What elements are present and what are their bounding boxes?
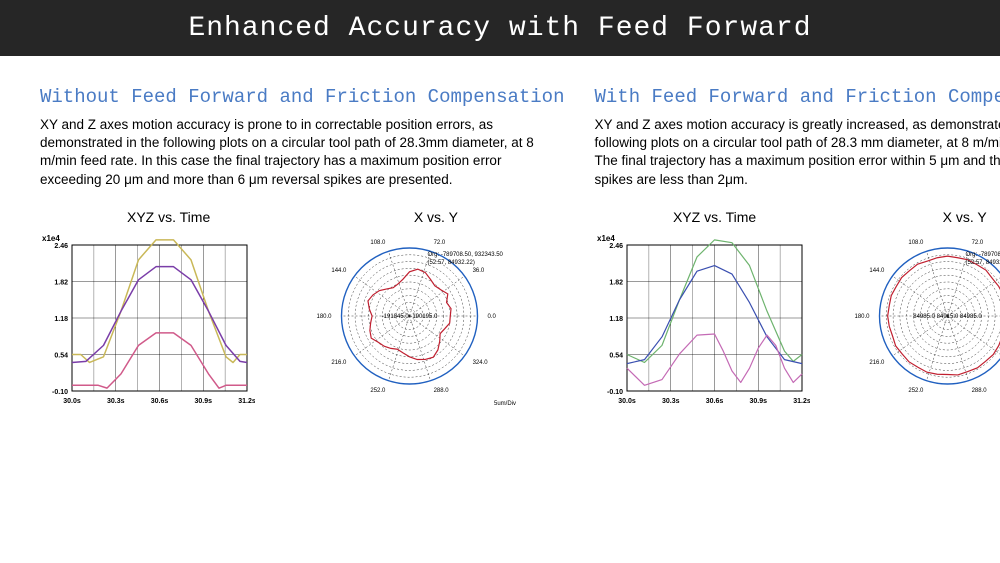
svg-text:Org: -789708.50, 932343.50: Org: -789708.50, 932343.50 <box>428 252 504 258</box>
left-title: Without Feed Forward and Friction Compen… <box>40 86 565 108</box>
left-column: Without Feed Forward and Friction Compen… <box>40 86 565 411</box>
left-charts: XYZ vs. Time x1e4 30.0s 30.3s 30.6s 30.9s 31.… <box>40 209 565 411</box>
svg-text:144.0: 144.0 <box>332 268 348 274</box>
svg-text:31.2s: 31.2s <box>793 398 810 405</box>
right-polar-chart: 36.072.0108.0144.0180.0216.0252.0288.032… <box>845 231 1000 411</box>
svg-text:30.3s: 30.3s <box>661 398 679 405</box>
svg-text:216.0: 216.0 <box>332 360 348 366</box>
svg-text:2.46: 2.46 <box>609 243 623 250</box>
svg-text:31.2s: 31.2s <box>238 398 255 405</box>
svg-text:30.0s: 30.0s <box>618 398 636 405</box>
svg-text:1.18: 1.18 <box>54 316 68 323</box>
svg-text:0.54: 0.54 <box>609 352 623 359</box>
svg-text:30.3s: 30.3s <box>107 398 125 405</box>
left-time-chart-title: XYZ vs. Time <box>40 209 297 225</box>
svg-text:252.0: 252.0 <box>908 388 924 394</box>
svg-text:108.0: 108.0 <box>371 240 387 246</box>
svg-text:72.0: 72.0 <box>971 240 983 246</box>
svg-text:324.0: 324.0 <box>473 360 489 366</box>
right-time-chart-block: XYZ vs. Time x1e4 30.0s 30.3s 30.6s 30.9s 31.… <box>595 209 835 411</box>
content-area: Without Feed Forward and Friction Compen… <box>0 56 1000 411</box>
svg-text:108.0: 108.0 <box>908 240 924 246</box>
svg-text:1.82: 1.82 <box>54 279 68 286</box>
svg-text:30.9s: 30.9s <box>194 398 212 405</box>
left-body: XY and Z axes motion accuracy is prone t… <box>40 116 565 189</box>
svg-text:288.0: 288.0 <box>971 388 987 394</box>
svg-text:144.0: 144.0 <box>869 268 885 274</box>
svg-text:0.0: 0.0 <box>488 314 497 320</box>
right-body: XY and Z axes motion accuracy is greatly… <box>595 116 1000 189</box>
svg-text:30.6s: 30.6s <box>705 398 723 405</box>
svg-text:1.82: 1.82 <box>609 279 623 286</box>
svg-text:2.46: 2.46 <box>54 243 68 250</box>
right-column: With Feed Forward and Friction Compensat… <box>595 86 1000 411</box>
right-charts: XYZ vs. Time x1e4 30.0s 30.3s 30.6s 30.9s 31.… <box>595 209 1000 411</box>
left-time-chart: x1e4 30.0s 30.3s 30.6s 30.9s 31.2s -0.10 0.54 1.… <box>40 231 297 411</box>
svg-text:x1e4: x1e4 <box>42 234 60 243</box>
svg-text:36.0: 36.0 <box>473 268 485 274</box>
svg-text:180.0: 180.0 <box>317 314 333 320</box>
left-polar-chart-block: X vs. Y 36.0 72.0 108.0 144.0 180.0 216.0 252.… <box>307 209 564 411</box>
right-title: With Feed Forward and Friction Compensat… <box>595 86 1000 108</box>
svg-text:252.0: 252.0 <box>371 388 387 394</box>
svg-text:30.0s: 30.0s <box>63 398 81 405</box>
svg-text:-0.10: -0.10 <box>607 389 623 396</box>
svg-text:(52.57, 84932.22): (52.57, 84932.22) <box>428 260 475 266</box>
svg-text:30.6s: 30.6s <box>151 398 169 405</box>
svg-text:216.0: 216.0 <box>869 360 885 366</box>
right-polar-chart-block: X vs. Y 36.072.0108.0144.0180.0216.0252.… <box>845 209 1000 411</box>
svg-text:288.0: 288.0 <box>434 388 450 394</box>
svg-text:0.54: 0.54 <box>54 352 68 359</box>
left-time-chart-block: XYZ vs. Time x1e4 30.0s 30.3s 30.6s 30.9s 31.… <box>40 209 297 411</box>
svg-text:84985.0 84915.0 84985.0: 84985.0 84915.0 84985.0 <box>913 314 982 320</box>
svg-text:5um/Div: 5um/Div <box>494 401 516 407</box>
page-title: Enhanced Accuracy with Feed Forward <box>188 13 811 44</box>
svg-text:-191845.0 -190195.0: -191845.0 -190195.0 <box>382 314 438 320</box>
svg-text:(52.57, 84932.22): (52.57, 84932.22) <box>965 260 1000 266</box>
svg-text:x1e4: x1e4 <box>597 234 615 243</box>
right-time-chart: x1e4 30.0s 30.3s 30.6s 30.9s 31.2s -0.10 0.54 1.… <box>595 231 835 411</box>
left-polar-chart-title: X vs. Y <box>307 209 564 225</box>
svg-text:-0.10: -0.10 <box>52 389 68 396</box>
svg-text:30.9s: 30.9s <box>749 398 767 405</box>
svg-text:180.0: 180.0 <box>854 314 870 320</box>
right-polar-chart-title: X vs. Y <box>845 209 1000 225</box>
header-bar: Enhanced Accuracy with Feed Forward <box>0 0 1000 56</box>
right-time-chart-title: XYZ vs. Time <box>595 209 835 225</box>
svg-text:1.18: 1.18 <box>609 316 623 323</box>
svg-text:72.0: 72.0 <box>434 240 446 246</box>
left-polar-chart: 36.0 72.0 108.0 144.0 180.0 216.0 252.0 288.0 32… <box>307 231 564 411</box>
svg-text:Org: -789708.50, 932343.50: Org: -789708.50, 932343.50 <box>965 252 1000 258</box>
